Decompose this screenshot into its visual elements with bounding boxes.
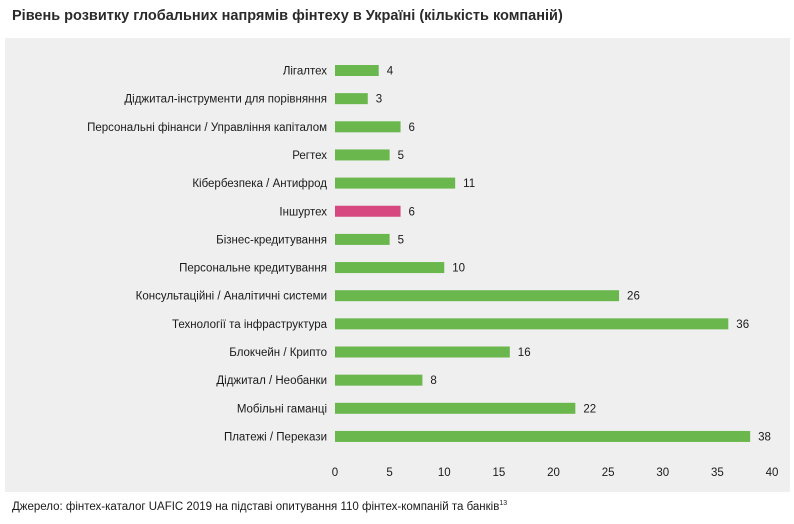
category-label: Технології та інфраструктура: [172, 319, 328, 331]
bar-11: [335, 346, 510, 358]
bar-12: [335, 374, 423, 386]
value-label: 5: [398, 234, 404, 246]
category-label: Регтех: [292, 150, 327, 162]
x-tick-label: 10: [438, 467, 451, 479]
x-tick-label: 0: [332, 467, 338, 479]
source-footnote: 13: [499, 500, 508, 507]
bar-1: [335, 65, 379, 76]
value-label: 4: [387, 66, 394, 78]
value-label: 16: [518, 347, 531, 359]
category-label: Блокчейн / Крипто: [229, 347, 327, 359]
bar-3: [335, 121, 401, 133]
value-label: 26: [627, 291, 640, 303]
category-label: Кібербезпека / Антифрод: [192, 178, 327, 190]
value-label: 3: [376, 94, 382, 106]
bar-10: [335, 318, 729, 330]
bar-6: [335, 205, 401, 217]
category-label: Іншуртех: [279, 206, 327, 218]
bar-7: [335, 233, 390, 245]
chart-area: Лігалтех 4 Діджитал-інструменти для порівн…: [5, 38, 790, 492]
chart-title: Рівень розвитку глобальних напрямів фінт…: [12, 8, 563, 24]
value-label: 11: [463, 178, 475, 190]
value-label: 36: [736, 319, 749, 331]
source-note: Джерело: фінтех-каталог UAFIC 2019 на пі…: [12, 500, 507, 513]
x-tick-label: 25: [602, 467, 615, 479]
value-label: 22: [583, 403, 596, 415]
x-tick-label: 35: [711, 467, 724, 479]
category-label: Персональні фінанси / Управління капітал…: [87, 122, 327, 134]
bar-4: [335, 149, 390, 161]
value-label: 6: [409, 206, 415, 218]
category-label: Діджитал-інструменти для порівняння: [124, 94, 327, 106]
x-tick-label: 40: [766, 467, 779, 479]
bar-14: [335, 430, 751, 442]
source-text: Джерело: фінтех-каталог UAFIC 2019 на пі…: [12, 500, 500, 513]
category-label: Бізнес-кредитування: [216, 234, 327, 246]
bar-chart: Лігалтех 4 Діджитал-інструменти для порівн…: [87, 65, 779, 479]
x-tick-label: 30: [656, 467, 669, 479]
category-label: Діджитал / Необанки: [216, 375, 327, 387]
value-label: 10: [452, 263, 465, 275]
bar-13: [335, 402, 576, 414]
category-label: Платежі / Перекази: [224, 431, 327, 443]
category-label: Персональне кредитування: [179, 263, 327, 275]
value-label: 38: [758, 431, 771, 443]
category-label: Лігалтех: [283, 66, 327, 78]
category-label: Консультаційні / Аналітичні системи: [136, 291, 327, 303]
category-label: Мобільні гаманці: [237, 403, 327, 415]
x-tick-label: 20: [547, 467, 560, 479]
value-label: 6: [409, 122, 415, 134]
bar-5: [335, 177, 456, 189]
x-tick-label: 5: [386, 467, 392, 479]
bar-8: [335, 262, 445, 274]
x-tick-label: 15: [492, 467, 505, 479]
value-label: 8: [430, 375, 436, 387]
bar-9: [335, 290, 620, 302]
bar-2: [335, 93, 368, 105]
value-label: 5: [398, 150, 404, 162]
